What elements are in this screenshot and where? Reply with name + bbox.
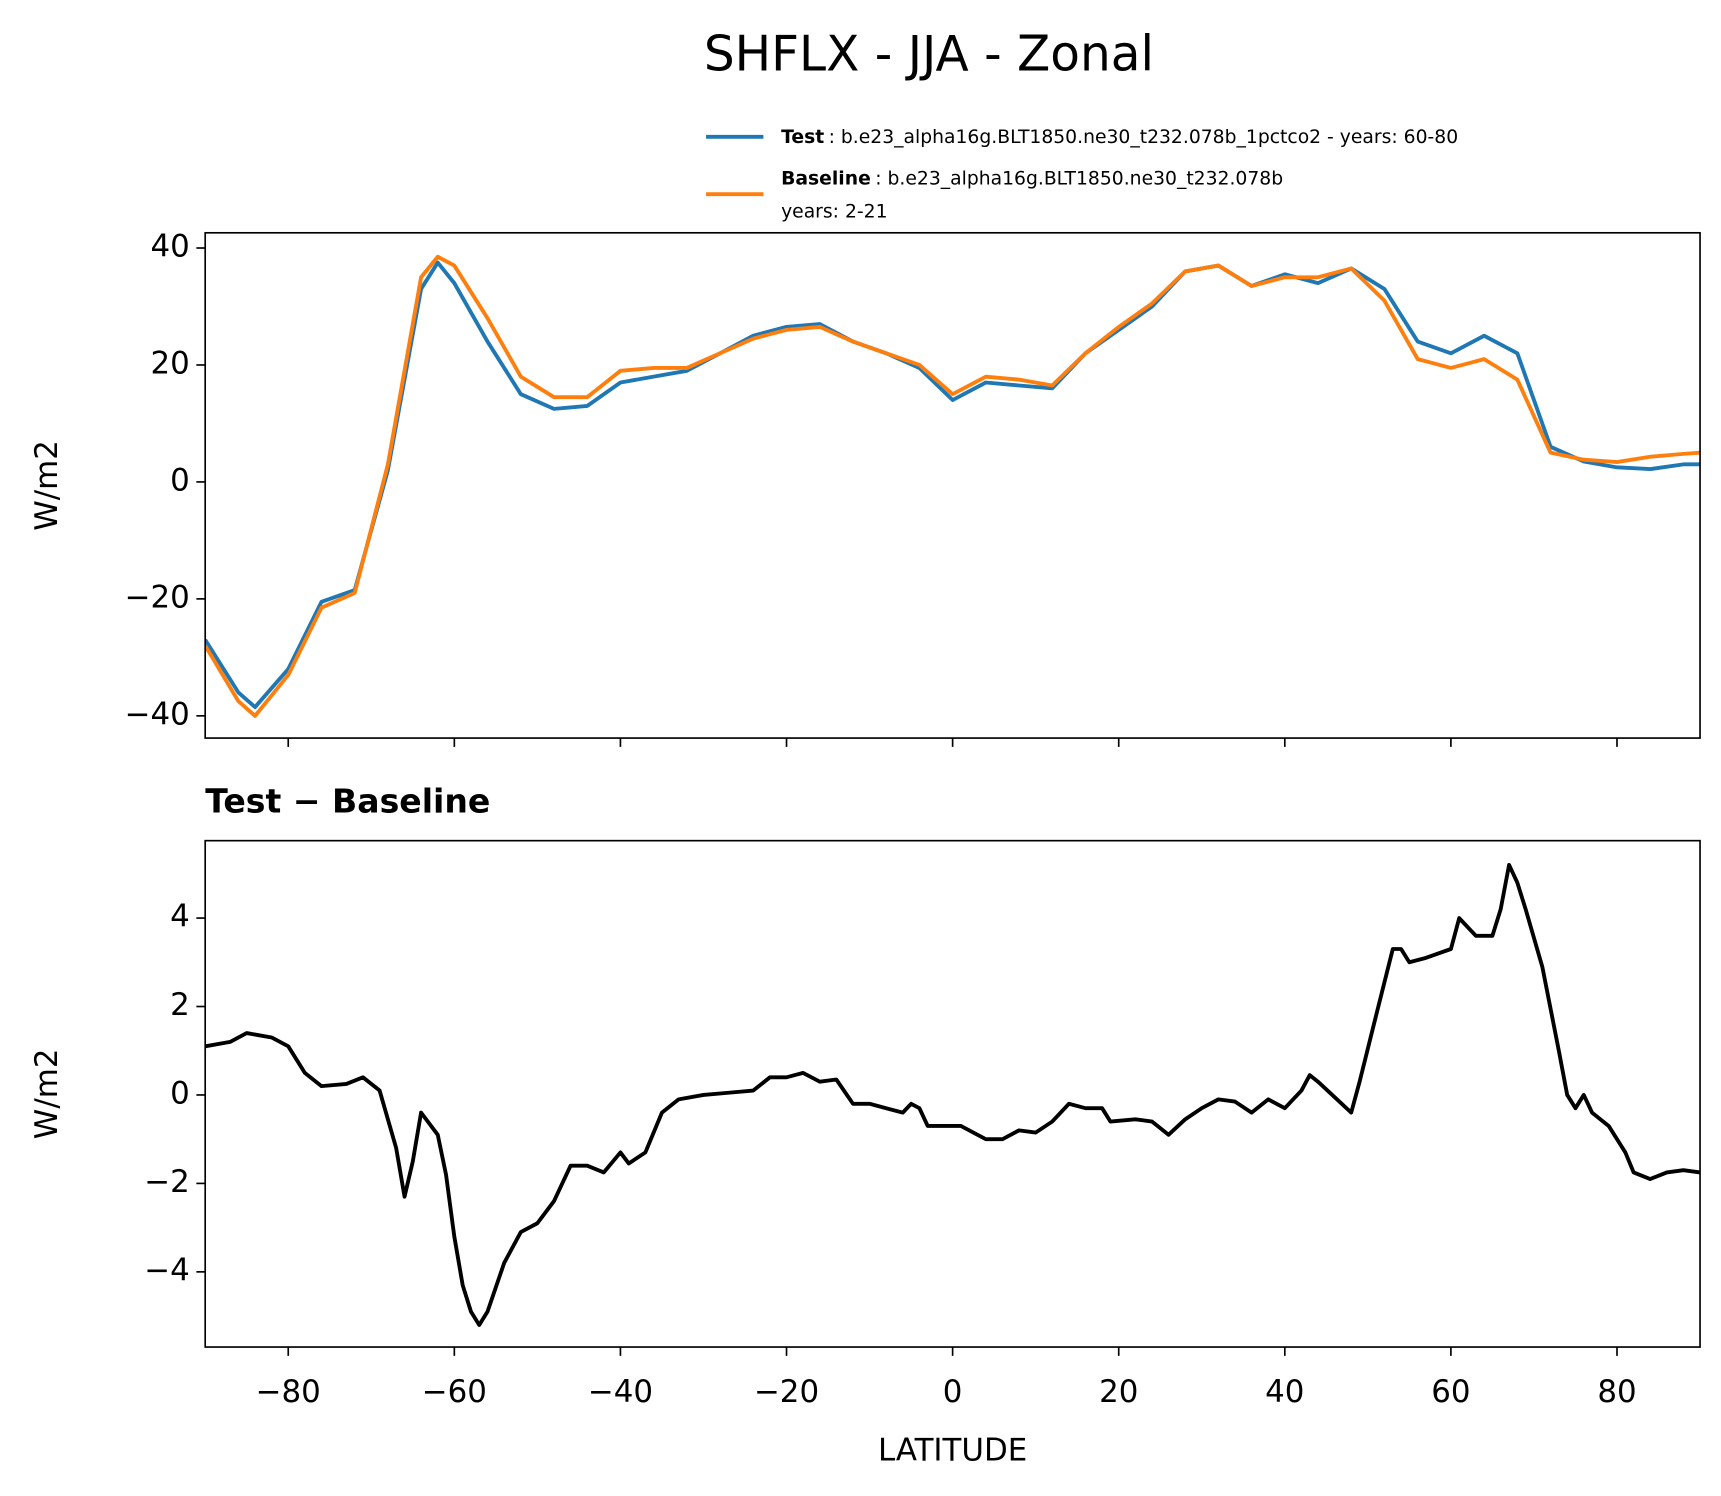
legend-description-line2: years: 2-21 — [781, 201, 887, 222]
y-tick-label: 40 — [150, 229, 189, 265]
x-tick-label: −80 — [256, 1374, 321, 1410]
y-tick-label: 20 — [150, 345, 189, 381]
axes-frame — [204, 839, 1701, 1348]
series-line — [205, 260, 1701, 710]
legend-name: Baseline — [781, 168, 871, 189]
axes-frame — [204, 231, 1701, 739]
x-tick-label: −60 — [422, 1374, 487, 1410]
x-tick-label: 40 — [1265, 1374, 1304, 1410]
y-tick-label: 0 — [170, 462, 190, 498]
legend-description: : b.e23_alpha16g.BLT1850.ne30_t232.078b_… — [829, 126, 1459, 147]
x-tick-label: −20 — [754, 1374, 819, 1410]
x-tick-label: 20 — [1099, 1374, 1138, 1410]
legend-description: : b.e23_alpha16g.BLT1850.ne30_t232.078b — [875, 168, 1283, 189]
x-axis-label: LATITUDE — [878, 1432, 1027, 1468]
y-tick-label: 0 — [170, 1075, 190, 1111]
series-line — [205, 254, 1701, 718]
y-tick-label: −40 — [125, 696, 190, 732]
legend-name: Test — [781, 126, 824, 147]
x-tick-label: 80 — [1597, 1374, 1636, 1410]
series-line — [205, 863, 1701, 1327]
panel-title: Test − Baseline — [205, 782, 490, 821]
x-tick-label: 0 — [943, 1374, 963, 1410]
figure-title: SHFLX - JJA - Zonal — [704, 26, 1154, 82]
y-tick-label: −4 — [144, 1252, 190, 1288]
y-axis-label: W/m2 — [29, 1049, 65, 1140]
legend-entry: Test: b.e23_alpha16g.BLT1850.ne30_t232.0… — [781, 126, 1458, 147]
y-tick-label: 2 — [170, 987, 190, 1023]
x-tick-label: 60 — [1431, 1374, 1470, 1410]
y-tick-label: −20 — [125, 579, 190, 615]
legend-entry: Baseline: b.e23_alpha16g.BLT1850.ne30_t2… — [781, 168, 1283, 189]
y-tick-label: −2 — [144, 1164, 190, 1200]
y-tick-label: 4 — [170, 899, 190, 935]
x-tick-label: −40 — [588, 1374, 653, 1410]
y-axis-label: W/m2 — [29, 440, 65, 531]
